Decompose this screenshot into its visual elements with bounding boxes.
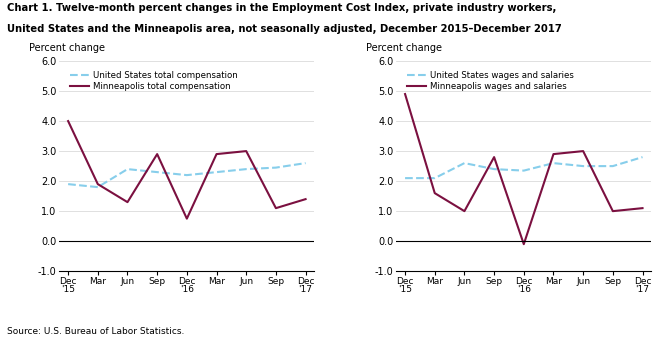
Minneapolis total compensation (213, 152, 220, 156)
Minneapolis wages and salaries (638, 206, 646, 210)
United States wages and salaries (549, 161, 557, 165)
Minneapolis wages and salaries (490, 155, 498, 159)
Minneapolis wages and salaries (401, 92, 409, 96)
Line: Minneapolis total compensation: Minneapolis total compensation (68, 121, 305, 219)
United States total compensation (183, 173, 191, 177)
United States total compensation (94, 185, 102, 189)
Minneapolis total compensation (124, 200, 132, 204)
United States wages and salaries (638, 155, 646, 159)
Text: Percent change: Percent change (28, 43, 105, 53)
Minneapolis total compensation (242, 149, 250, 153)
Minneapolis wages and salaries (579, 149, 587, 153)
Line: Minneapolis wages and salaries: Minneapolis wages and salaries (405, 94, 642, 244)
Text: Source: U.S. Bureau of Labor Statistics.: Source: U.S. Bureau of Labor Statistics. (7, 326, 184, 336)
United States wages and salaries (461, 161, 468, 165)
United States wages and salaries (520, 168, 528, 173)
Legend: United States wages and salaries, Minneapolis wages and salaries: United States wages and salaries, Minnea… (405, 69, 575, 93)
Legend: United States total compensation, Minneapolis total compensation: United States total compensation, Minnea… (68, 69, 240, 93)
Minneapolis total compensation (64, 119, 72, 123)
Minneapolis wages and salaries (431, 191, 439, 195)
Minneapolis total compensation (272, 206, 280, 210)
Minneapolis total compensation (301, 197, 309, 201)
United States wages and salaries (490, 167, 498, 171)
Line: United States wages and salaries: United States wages and salaries (405, 157, 642, 178)
United States total compensation (64, 182, 72, 186)
United States wages and salaries (609, 164, 617, 168)
Minneapolis wages and salaries (609, 209, 617, 213)
United States total compensation (272, 165, 280, 170)
Text: United States and the Minneapolis area, not seasonally adjusted, December 2015–D: United States and the Minneapolis area, … (7, 24, 561, 34)
United States wages and salaries (401, 176, 409, 180)
United States total compensation (124, 167, 132, 171)
Minneapolis total compensation (153, 152, 161, 156)
United States total compensation (242, 167, 250, 171)
Line: United States total compensation: United States total compensation (68, 163, 305, 187)
United States wages and salaries (579, 164, 587, 168)
United States total compensation (153, 170, 161, 174)
United States total compensation (213, 170, 220, 174)
Minneapolis wages and salaries (520, 242, 528, 246)
Minneapolis wages and salaries (461, 209, 468, 213)
Text: Percent change: Percent change (366, 43, 442, 53)
Minneapolis total compensation (183, 217, 191, 221)
Minneapolis total compensation (94, 182, 102, 186)
United States total compensation (301, 161, 309, 165)
United States wages and salaries (431, 176, 439, 180)
Minneapolis wages and salaries (549, 152, 557, 156)
Text: Chart 1. Twelve-month percent changes in the Employment Cost Index, private indu: Chart 1. Twelve-month percent changes in… (7, 3, 556, 13)
